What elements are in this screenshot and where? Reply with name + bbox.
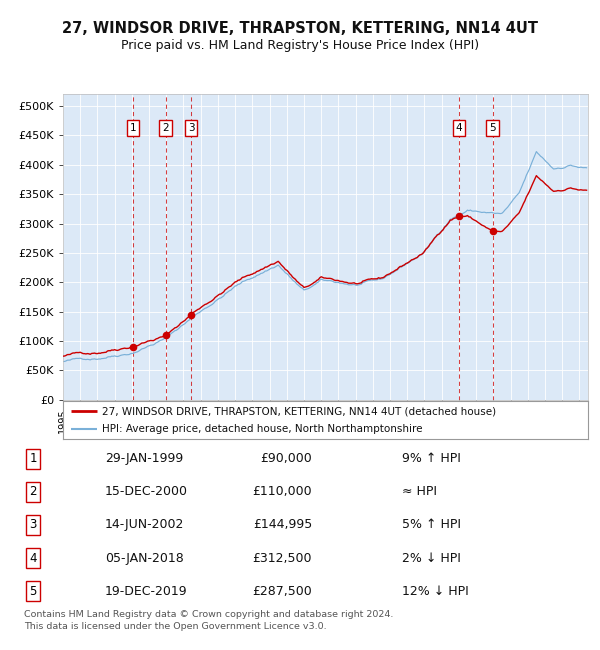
Text: Contains HM Land Registry data © Crown copyright and database right 2024.
This d: Contains HM Land Registry data © Crown c…	[24, 610, 394, 631]
Text: 5: 5	[29, 585, 37, 598]
Text: 27, WINDSOR DRIVE, THRAPSTON, KETTERING, NN14 4UT: 27, WINDSOR DRIVE, THRAPSTON, KETTERING,…	[62, 21, 538, 36]
Text: £144,995: £144,995	[253, 519, 312, 532]
Text: 12% ↓ HPI: 12% ↓ HPI	[402, 585, 469, 598]
Text: £287,500: £287,500	[252, 585, 312, 598]
Text: HPI: Average price, detached house, North Northamptonshire: HPI: Average price, detached house, Nort…	[103, 424, 423, 434]
Text: 3: 3	[29, 519, 37, 532]
Text: £312,500: £312,500	[253, 551, 312, 564]
Text: 5% ↑ HPI: 5% ↑ HPI	[402, 519, 461, 532]
Text: 2: 2	[29, 485, 37, 499]
Text: 2% ↓ HPI: 2% ↓ HPI	[402, 551, 461, 564]
Text: 14-JUN-2002: 14-JUN-2002	[105, 519, 184, 532]
Text: 4: 4	[456, 124, 463, 133]
Text: 2: 2	[162, 124, 169, 133]
Text: 1: 1	[29, 452, 37, 465]
Text: 4: 4	[29, 551, 37, 564]
Text: 3: 3	[188, 124, 194, 133]
Text: Price paid vs. HM Land Registry's House Price Index (HPI): Price paid vs. HM Land Registry's House …	[121, 39, 479, 52]
Text: 9% ↑ HPI: 9% ↑ HPI	[402, 452, 461, 465]
Text: £90,000: £90,000	[260, 452, 312, 465]
Text: £110,000: £110,000	[253, 485, 312, 499]
Text: 15-DEC-2000: 15-DEC-2000	[105, 485, 188, 499]
Text: 27, WINDSOR DRIVE, THRAPSTON, KETTERING, NN14 4UT (detached house): 27, WINDSOR DRIVE, THRAPSTON, KETTERING,…	[103, 406, 497, 416]
Text: 1: 1	[130, 124, 137, 133]
Text: 5: 5	[490, 124, 496, 133]
Text: 29-JAN-1999: 29-JAN-1999	[105, 452, 183, 465]
Text: 19-DEC-2019: 19-DEC-2019	[105, 585, 188, 598]
Text: 05-JAN-2018: 05-JAN-2018	[105, 551, 184, 564]
Text: ≈ HPI: ≈ HPI	[402, 485, 437, 499]
